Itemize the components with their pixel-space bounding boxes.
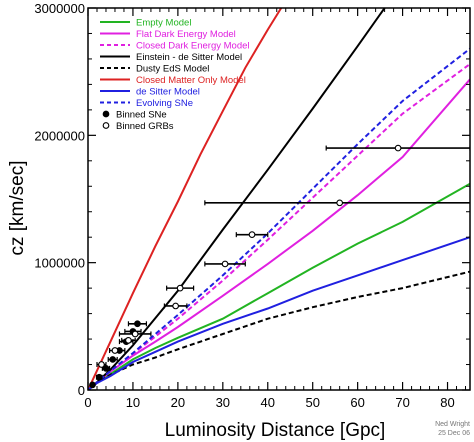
series-layer [88,8,470,390]
series-line-6 [88,236,470,390]
legend-label-1: Flat Dark Energy Model [136,29,236,40]
legend-label-2: Closed Dark Energy Model [136,41,250,52]
x-axis-title: Luminosity Distance [Gpc] [165,420,386,441]
axes-layer: 0 10 20 30 40 50 60 70 80 0 1000000 2000000 3000000 [34,1,471,410]
data-point-1-2 [125,336,132,344]
x-tick-label-7: 70 [395,395,409,410]
credit-author: Ned Wright [435,421,470,428]
x-tick-label-3: 30 [216,395,230,410]
y-tick-label-3: 3000000 [34,1,85,16]
data-point-1-0 [98,361,105,368]
data-point-1-3 [131,330,139,338]
series-line-3 [88,8,386,390]
x-tick-label-8: 80 [440,395,454,410]
credit-date: 25 Dec 06 [438,430,470,437]
data-point-1-6 [221,260,229,268]
x-tick-label-2: 20 [171,395,185,410]
x-tick-label-1: 10 [126,395,140,410]
data-point-0-0 [89,381,96,389]
legend-marker-1 [102,122,110,129]
series-line-5 [88,8,283,390]
legend-label-5: Closed Matter Only Model [136,75,246,86]
data-point-1-8 [336,199,344,207]
legend-marker-label-1: Binned GRBs [116,121,174,132]
x-tick-label-0: 0 [84,395,91,410]
data-point-1-4 [172,302,179,310]
data-point-1-5 [176,284,184,292]
legend-label-6: de Sitter Model [136,87,200,98]
data-point-1-7 [248,231,256,239]
y-tick-label-0: 0 [78,383,85,398]
legend-label-3: Einstein - de Sitter Model [136,52,242,63]
plot-frame [87,7,471,391]
data-point-0-7 [134,320,141,328]
x-tick-label-6: 60 [350,395,364,410]
legend-marker-0 [102,110,110,118]
legend-label-0: Empty Model [136,18,191,29]
marker-layer [89,144,470,389]
data-point-0-3 [109,356,117,363]
legend-marker-label-0: Binned SNe [116,110,167,121]
y-tick-label-2: 2000000 [34,128,85,143]
series-line-7 [88,47,470,390]
data-point-1-9 [394,144,402,152]
data-point-1-1 [111,347,119,354]
data-point-0-1 [95,373,103,381]
y-axis-title: cz [km/sec] [7,160,28,255]
legend-label-4: Dusty EdS Model [136,64,209,75]
y-tick-label-1: 1000000 [34,256,85,271]
x-tick-label-5: 50 [305,395,319,410]
legend-label-7: Evolving SNe [136,98,193,109]
x-tick-label-4: 40 [261,395,275,410]
